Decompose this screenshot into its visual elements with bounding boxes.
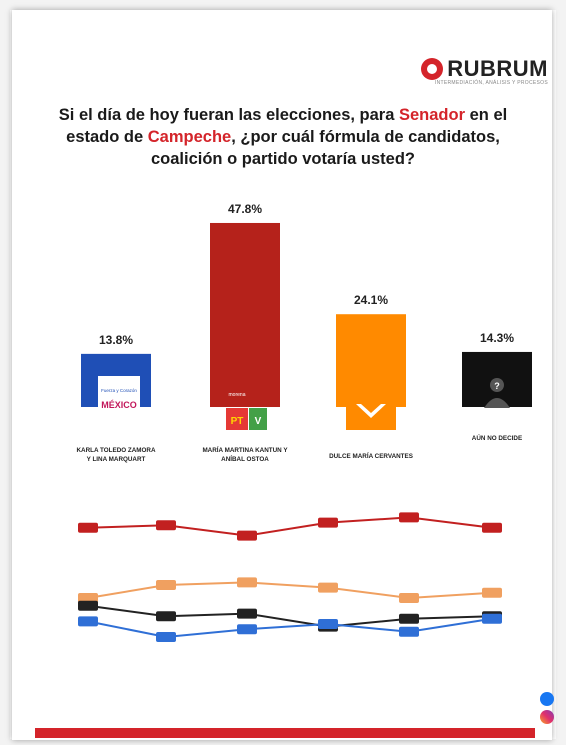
undecided-head-icon	[490, 378, 504, 392]
instagram-icon[interactable]	[540, 710, 554, 724]
series-3-point-1	[78, 600, 98, 611]
question-part-1: Si el día de hoy fueran las elecciones, …	[58, 106, 399, 124]
bar-3	[336, 314, 406, 407]
party-pt-logo	[226, 408, 248, 430]
series-3-point-3	[237, 608, 257, 619]
question-highlight-campeche: Campeche	[147, 128, 232, 146]
bar-2	[210, 222, 280, 407]
series-2-point-4	[318, 582, 338, 593]
series-4-point-3	[237, 624, 257, 635]
series-2-point-1	[78, 593, 98, 603]
party-mc-logo	[346, 394, 396, 430]
series-1-point-1	[78, 522, 98, 533]
party-mark-bg-1	[98, 376, 140, 416]
bar-value-label-3: 24.1%	[354, 293, 388, 307]
party-verde-logo	[249, 408, 267, 430]
party-morena-text: morena	[229, 392, 246, 398]
bar-value-label-2: 47.8%	[228, 202, 262, 216]
series-line-1	[87, 516, 493, 537]
brand-tagline: INTERMEDIACIÓN, ANÁLISIS Y PROCESOS	[434, 80, 548, 86]
series-2-point-6	[482, 587, 502, 598]
series-3-point-5	[399, 613, 419, 624]
question-part-3: , ¿por cuál fórmula de candidatos, coali…	[150, 128, 500, 168]
facebook-icon[interactable]	[540, 692, 554, 706]
bar-value-label-4: 14.3%	[480, 331, 514, 345]
series-1-point-2	[156, 520, 176, 531]
series-2-point-2	[156, 580, 176, 590]
brand-logo: RUBRUM	[421, 56, 548, 82]
series-line-3	[87, 604, 493, 628]
series-3-point-2	[156, 611, 176, 622]
series-1-point-6	[482, 522, 502, 533]
brand-name: RUBRUM	[447, 56, 548, 81]
question-part-2: en el estado de	[66, 106, 508, 146]
series-4-point-2	[156, 632, 176, 642]
category-label-3-line-1: DULCE MARÍA CERVANTES	[329, 451, 413, 460]
series-2-point-5	[399, 593, 419, 603]
undecided-body-icon	[484, 398, 510, 408]
category-label-2-line-1: MARÍA MARTINA KANTUN Y	[202, 445, 288, 454]
footer-red-bar	[35, 728, 535, 738]
party-pt-text: PT	[231, 416, 244, 427]
category-label-4-line-1: AÚN NO DECIDE	[472, 433, 522, 442]
series-1-point-3	[237, 530, 257, 541]
series-4-point-1	[78, 616, 98, 627]
series-2-point-3	[237, 577, 257, 588]
category-label-1-line-2: Y LINA MARQUART	[87, 456, 146, 463]
series-1-point-4	[318, 517, 338, 528]
survey-question: Si el día de hoy fueran las elecciones, …	[40, 104, 526, 170]
series-line-2	[87, 581, 493, 600]
question-highlight-senador: Senador	[399, 106, 466, 124]
bar-value-label-1: 13.8%	[99, 333, 133, 347]
rubrum-logo-icon	[421, 58, 444, 80]
series-4-point-6	[482, 613, 502, 624]
category-label-1-line-1: KARLA TOLEDO ZAMORA	[76, 447, 156, 454]
party-mark-text-1b: MÉXICO	[101, 400, 137, 410]
undecided-question-mark: ?	[494, 381, 500, 391]
series-line-4	[87, 617, 493, 639]
party-verde-text: V	[255, 416, 262, 427]
series-4-point-5	[399, 626, 419, 637]
series-1-point-5	[399, 512, 419, 523]
category-label-2-line-2: ANÍBAL OSTOA	[221, 454, 269, 463]
series-4-point-4	[318, 619, 338, 629]
party-mark-text-1a: Fuerza y Corazón	[101, 388, 137, 393]
mc-eagle-icon	[356, 404, 386, 418]
